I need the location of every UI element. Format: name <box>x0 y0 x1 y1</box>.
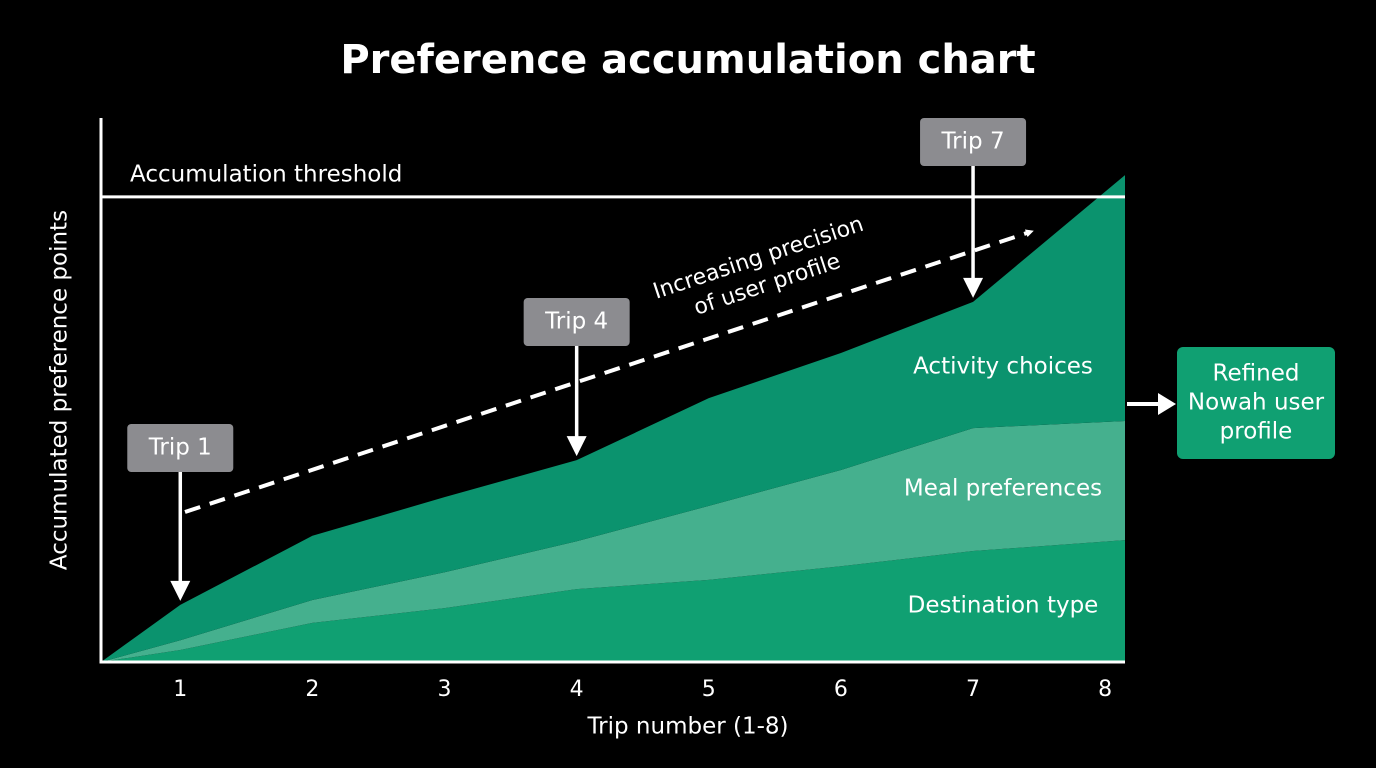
output-box-line: Nowah user <box>1188 390 1325 416</box>
x-tick-label: 5 <box>702 677 716 702</box>
callout-label: Trip 1 <box>148 435 212 461</box>
output-box-line: profile <box>1220 419 1293 445</box>
x-tick-label: 3 <box>438 677 452 702</box>
series-label: Activity choices <box>913 354 1093 380</box>
output-arrowhead <box>1158 393 1176 415</box>
callout-label: Trip 7 <box>941 129 1005 155</box>
callout-label: Trip 4 <box>544 309 608 335</box>
callout-arrowhead <box>963 277 984 298</box>
x-tick-label: 2 <box>305 677 319 702</box>
output-box-line: Refined <box>1213 361 1300 387</box>
callout-box <box>127 424 234 472</box>
callout-arrowhead <box>566 436 587 457</box>
threshold-label: Accumulation threshold <box>130 161 402 187</box>
x-tick-label: 7 <box>966 677 980 702</box>
area <box>101 175 1125 662</box>
area <box>101 540 1125 662</box>
output-box <box>1177 347 1335 459</box>
x-tick-label: 8 <box>1098 677 1112 702</box>
callout-box <box>920 118 1027 166</box>
x-tick-label: 1 <box>173 677 187 702</box>
callout-arrowhead <box>170 580 191 601</box>
callout-box <box>523 298 630 346</box>
series-label: Meal preferences <box>904 476 1102 502</box>
x-axis-label: Trip number (1-8) <box>586 714 788 740</box>
area <box>101 421 1125 662</box>
y-axis-label: Accumulated preference points <box>47 210 73 570</box>
x-tick-label: 4 <box>570 677 584 702</box>
x-tick-label: 6 <box>834 677 848 702</box>
chart-title: Preference accumulation chart <box>340 37 1035 83</box>
trend-arrow <box>184 229 1034 514</box>
series-label: Destination type <box>908 593 1099 619</box>
